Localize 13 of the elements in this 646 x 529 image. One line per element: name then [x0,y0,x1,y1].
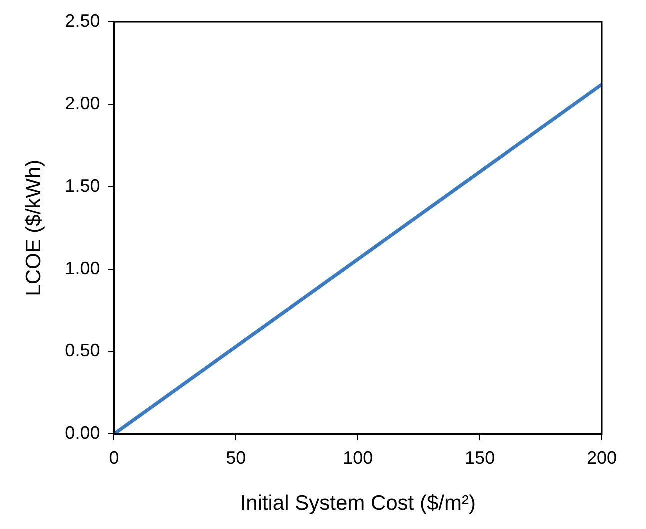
x-tick-label: 100 [343,448,374,468]
x-tick-label: 50 [226,448,246,468]
y-tick-label: 1.50 [65,176,100,196]
y-tick-label: 2.50 [65,10,100,31]
y-axis-title: LCOE ($/kWh) [22,160,46,296]
x-axis-title: Initial System Cost ($/m²) [240,492,476,516]
y-tick-label: 1.00 [65,258,100,278]
y-tick-label: 0.00 [65,423,100,444]
y-tick-label: 0.50 [65,340,100,361]
x-tick-label: 0 [109,448,120,468]
y-tick-label: 2.00 [65,93,100,114]
x-tick-label: 150 [465,448,496,468]
x-tick-label: 200 [586,448,618,468]
